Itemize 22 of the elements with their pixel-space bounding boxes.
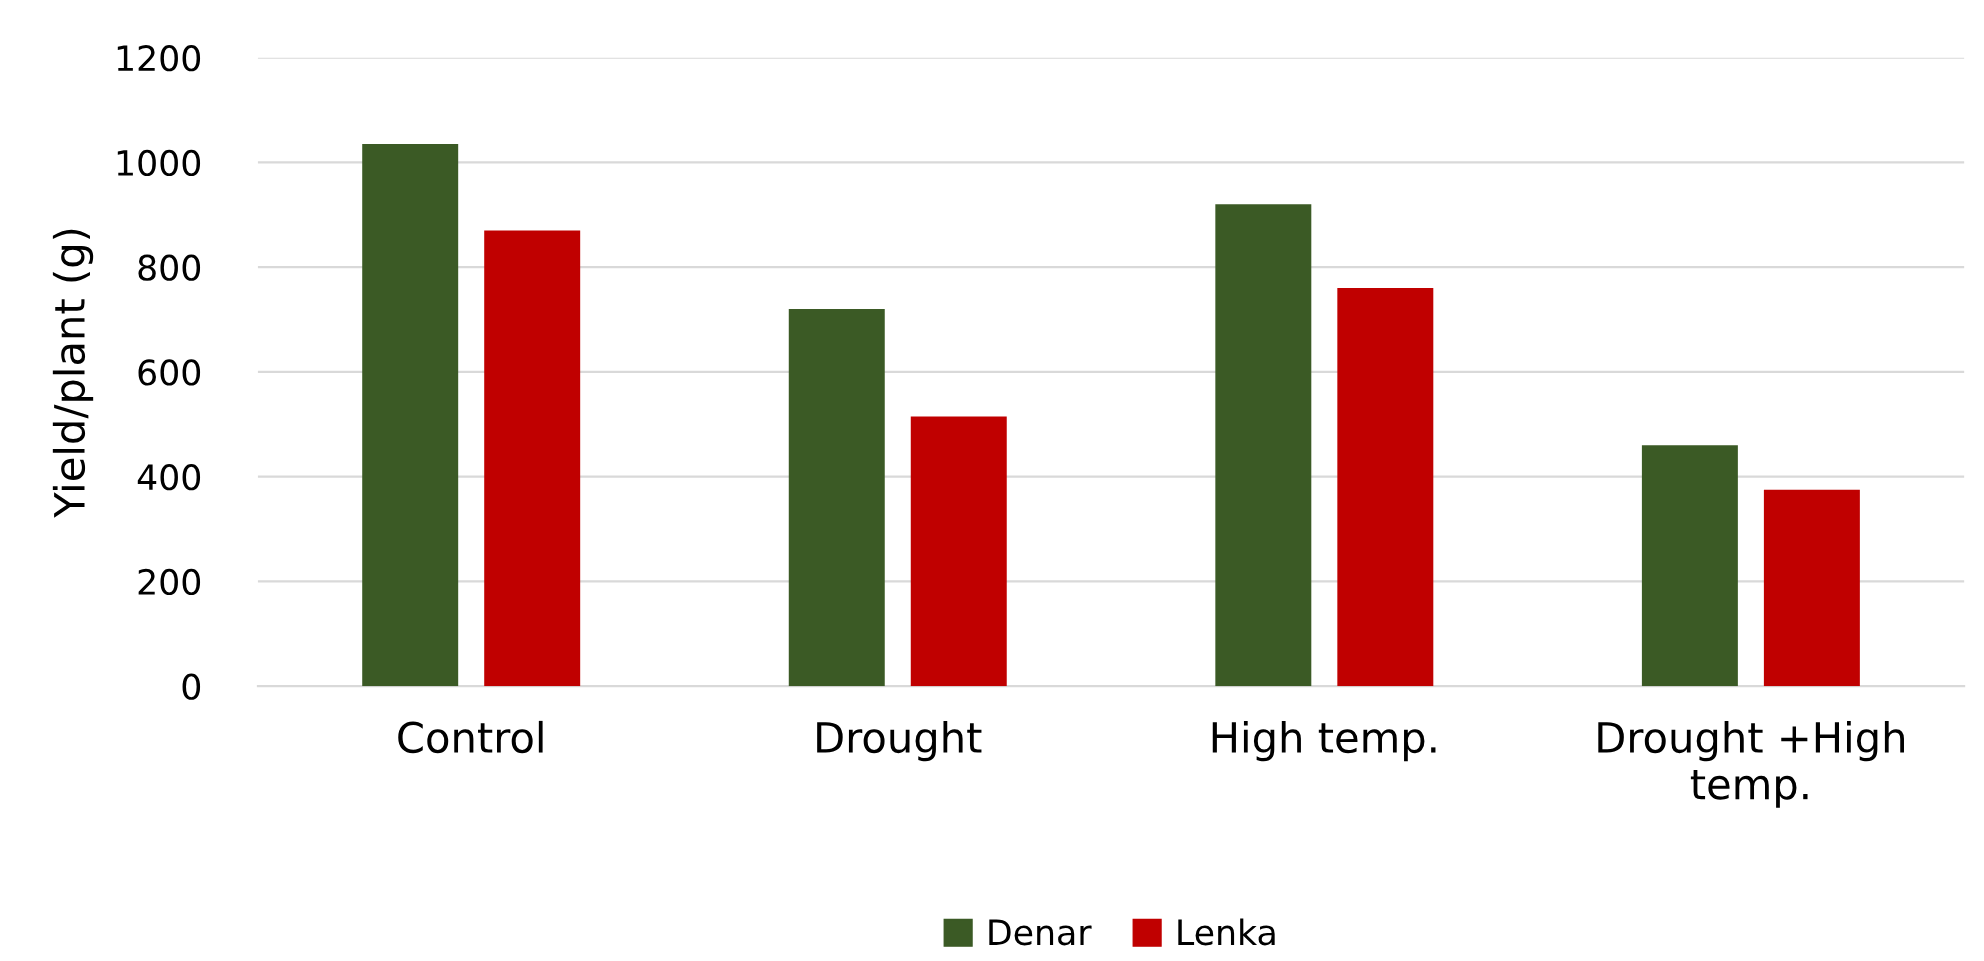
x-tick-label: Drought — [817, 720, 982, 762]
x-tick-label: Control — [398, 720, 543, 754]
y-axis-title: Yield/plant (g) — [52, 229, 94, 518]
bar — [1337, 288, 1434, 687]
bar — [484, 230, 581, 687]
bar — [910, 416, 1007, 687]
y-tick-label: 0 — [182, 673, 201, 700]
bar — [1641, 445, 1738, 687]
y-tick-label: 600 — [138, 359, 201, 386]
bar — [1763, 489, 1860, 687]
y-tick-label: 200 — [138, 568, 201, 596]
y-tick-label: 800 — [138, 254, 201, 281]
bar — [1215, 204, 1312, 687]
legend-label: Lenka — [1178, 918, 1275, 946]
bar — [788, 309, 885, 687]
legend-label: Denar — [989, 919, 1092, 946]
y-tick-label: 1000 — [117, 149, 201, 177]
y-tick-label: 400 — [137, 464, 201, 491]
bar — [362, 144, 459, 687]
x-tick-label: Drought +High temp. — [1598, 720, 1904, 808]
x-tick-label: High temp. — [1212, 720, 1436, 762]
y-tick-label: 1200 — [117, 45, 201, 72]
